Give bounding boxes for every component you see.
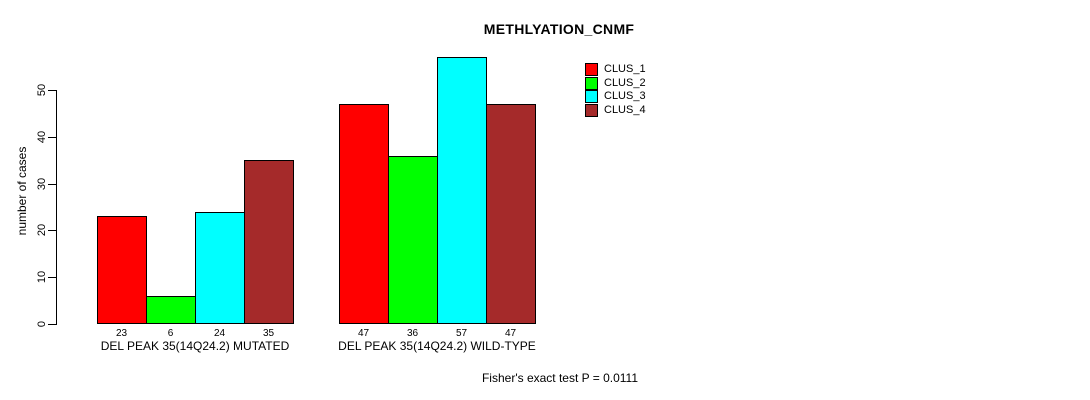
y-axis-line [56,90,57,325]
legend-label: CLUS_4 [604,103,646,116]
bar-value-label: 35 [262,328,275,339]
bar-clus_3-group2 [437,57,487,324]
y-axis-tick [48,137,56,138]
y-axis-tick [48,184,56,185]
bar-value-label: 6 [167,328,174,339]
legend-item-clus_1: CLUS_1 [585,63,646,76]
legend-item-clus_3: CLUS_3 [585,90,646,103]
y-axis-tick-label: 30 [36,177,48,191]
bar-value-label: 24 [213,328,226,339]
legend-label: CLUS_2 [604,76,646,89]
bar-clus_4-group2 [486,104,536,324]
y-axis-tick-label: 50 [36,83,48,97]
legend: CLUS_1 CLUS_2 CLUS_3 CLUS_4 [585,63,705,123]
bar-value-label: 23 [115,328,128,339]
bar-value-label: 36 [406,328,419,339]
chart-title: METHLYATION_CNMF [483,21,635,37]
x-axis-group-label: DEL PEAK 35(14Q24.2) WILD-TYPE [338,339,536,353]
y-axis-tick-label: 0 [36,320,48,328]
legend-item-clus_4: CLUS_4 [585,103,646,117]
x-axis-group-label: DEL PEAK 35(14Q24.2) MUTATED [100,339,290,353]
bar-clus_1-group2 [339,104,389,324]
legend-swatch-clus_1 [585,63,598,76]
y-axis-tick-label: 20 [36,223,48,237]
bar-clus_4-group1 [244,160,294,324]
legend-item-clus_2: CLUS_2 [585,76,646,90]
y-axis-tick [48,90,56,91]
bar-value-label: 47 [357,328,370,339]
bar-clus_1-group1 [97,216,147,324]
y-axis-tick-label: 40 [36,130,48,144]
bar-clus_2-group2 [388,156,438,324]
legend-swatch-clus_3 [585,90,598,103]
fisher-test-annotation: Fisher's exact test P = 0.0111 [481,371,639,385]
y-axis-tick-label: 10 [36,270,48,284]
legend-label: CLUS_3 [604,90,646,102]
legend-swatch-clus_4 [585,103,598,117]
bar-value-label: 57 [455,328,468,339]
y-axis-tick [48,277,56,278]
legend-swatch-clus_2 [585,76,598,90]
y-axis-tick [48,324,56,325]
bar-clus_3-group1 [195,212,245,324]
y-axis-tick [48,230,56,231]
y-axis-label: number of cases [15,146,29,236]
legend-label: CLUS_1 [604,63,646,75]
bar-value-label: 47 [504,328,517,339]
bar-clus_2-group1 [146,296,196,324]
